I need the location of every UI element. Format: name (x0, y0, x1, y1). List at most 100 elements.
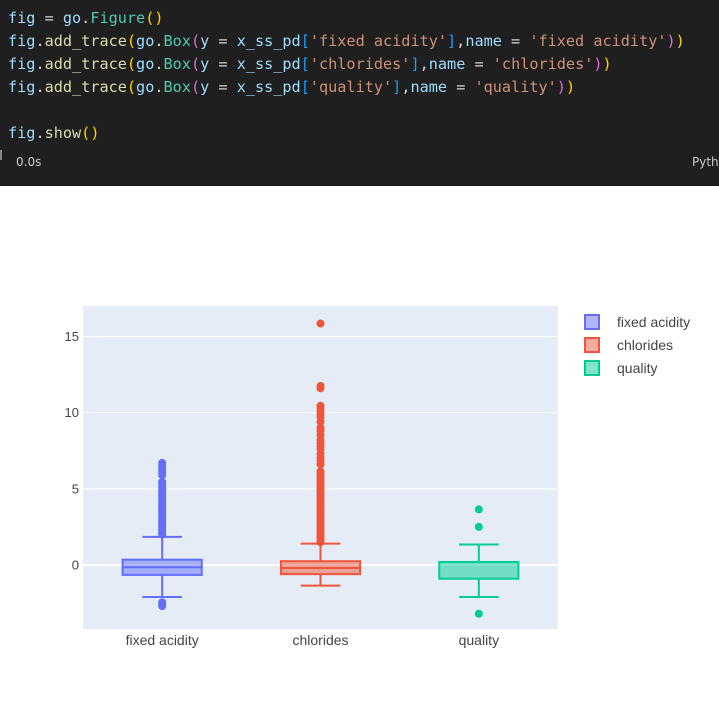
code-token: () (145, 9, 164, 27)
code-token: , (456, 32, 466, 50)
code-token: 'quality' (309, 78, 393, 96)
code-token: ] (447, 32, 457, 50)
legend-item[interactable]: chlorides (584, 337, 673, 353)
code-token: () (81, 124, 100, 142)
outlier-point (316, 401, 325, 410)
code-token: fig (8, 124, 36, 142)
x-tick-label: chlorides (292, 632, 348, 648)
code-token: . (35, 124, 45, 142)
outlier-point (316, 319, 325, 328)
code-token: x_ss_pd (236, 32, 301, 50)
legend-label: fixed acidity (617, 314, 690, 330)
code-token: add_trace (44, 78, 127, 96)
y-axis-tick-labels: 0 5 10 15 (65, 329, 79, 573)
legend-swatch (584, 314, 600, 330)
code-token: ( (126, 78, 137, 96)
code-token: [ (300, 32, 310, 50)
code-editor[interactable]: fig = go.Figure() fig.add_trace(go.Box(y … (8, 7, 685, 145)
code-token: name (428, 55, 466, 73)
code-line[interactable] (8, 99, 685, 122)
code-token: = (501, 32, 530, 50)
legend-label: chlorides (617, 337, 673, 353)
legend-item[interactable]: quality (584, 360, 657, 376)
outlier-point (474, 522, 483, 531)
outlier-point (158, 458, 167, 467)
code-token: name (410, 78, 448, 96)
code-token: fig (8, 55, 36, 73)
outlier-point (316, 423, 325, 432)
code-token: . (154, 78, 164, 96)
code-token: x_ss_pd (236, 78, 301, 96)
code-token: , (419, 55, 429, 73)
code-token: ) (602, 55, 612, 73)
x-tick-label: quality (459, 632, 499, 648)
code-token: [ (300, 55, 310, 73)
outlier-point (474, 505, 483, 514)
code-token: ( (190, 55, 201, 73)
code-token: Box (163, 55, 191, 73)
legend-item[interactable]: fixed acidity (584, 314, 690, 330)
box-trace[interactable] (438, 505, 520, 618)
code-token: go (136, 55, 155, 73)
code-token: ( (190, 78, 201, 96)
code-token: ( (126, 55, 137, 73)
code-token: Figure (90, 9, 146, 27)
code-token: ) (565, 78, 576, 96)
code-token: [ (300, 78, 310, 96)
code-line[interactable]: fig.add_trace(go.Box(y = x_ss_pd['fixed … (8, 30, 685, 53)
code-token: show (44, 124, 82, 142)
outlier-point (316, 467, 325, 476)
code-token: 'fixed acidity' (529, 32, 667, 50)
code-token: ) (556, 78, 566, 96)
code-line[interactable]: fig.add_trace(go.Box(y = x_ss_pd['chlori… (8, 53, 685, 76)
legend: fixed acidity chlorides quality (584, 314, 690, 376)
code-token: ) (675, 32, 685, 50)
code-token: ] (392, 78, 402, 96)
code-token: y (200, 32, 210, 50)
legend-swatch (584, 337, 600, 353)
code-token: Box (163, 32, 191, 50)
code-token: name (465, 32, 502, 50)
legend-swatch (584, 360, 600, 376)
code-line[interactable]: fig.show() (8, 122, 685, 145)
code-token: . (35, 78, 45, 96)
code-cell[interactable]: fig = go.Figure() fig.add_trace(go.Box(y … (0, 0, 719, 186)
box-trace[interactable] (121, 458, 203, 611)
code-token: = (447, 78, 475, 96)
code-token: = (209, 55, 237, 73)
y-tick-label: 5 (72, 481, 79, 496)
code-token: ( (190, 32, 201, 50)
code-token: 'fixed acidity' (309, 32, 448, 50)
box-trace[interactable] (279, 319, 362, 587)
code-token: add_trace (44, 55, 127, 73)
outlier-point (474, 609, 483, 618)
code-token: = (35, 9, 63, 27)
code-token: Box (163, 78, 191, 96)
y-tick-label: 0 (72, 558, 79, 573)
code-token: . (81, 9, 91, 27)
y-tick-label: 10 (65, 405, 79, 420)
code-token: add_trace (44, 32, 127, 50)
code-line[interactable]: fig = go.Figure() (8, 7, 685, 30)
code-token: go (62, 9, 82, 27)
code-token: ) (666, 32, 676, 50)
code-token: y (200, 55, 210, 73)
language-label[interactable]: Python (692, 155, 719, 169)
code-token: x_ss_pd (236, 55, 301, 73)
code-token: , (401, 78, 411, 96)
code-token: = (209, 78, 237, 96)
execution-time: 0.0s (16, 155, 42, 169)
box-plot-chart[interactable]: 0 5 10 15 fixed acidity chlorides quality fix… (0, 186, 719, 709)
y-tick-label: 15 (65, 329, 79, 344)
outlier-point (316, 381, 325, 390)
code-token: ) (593, 55, 603, 73)
code-token: go (136, 32, 155, 50)
code-token: . (154, 32, 164, 50)
x-tick-label: fixed acidity (126, 632, 199, 648)
code-token: y (200, 78, 210, 96)
code-token: = (465, 55, 493, 73)
code-line[interactable]: fig.add_trace(go.Box(y = x_ss_pd['qualit… (8, 76, 685, 99)
execution-indicator (0, 150, 2, 160)
code-token: . (35, 32, 45, 50)
box-iqr (438, 560, 520, 580)
